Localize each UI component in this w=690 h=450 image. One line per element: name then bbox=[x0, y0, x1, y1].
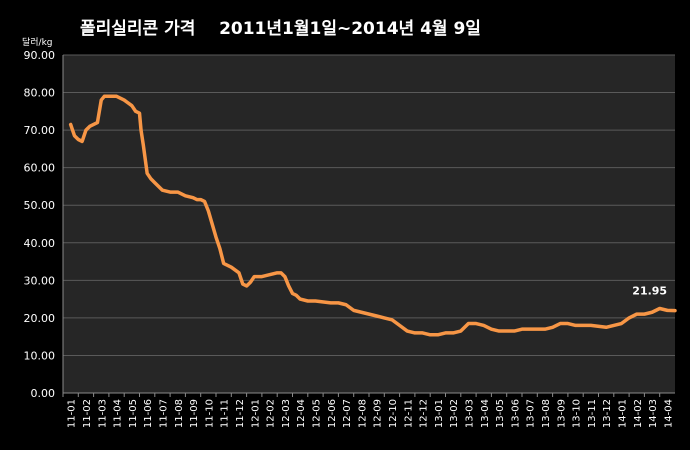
x-tick-label: 13-08 bbox=[541, 399, 552, 428]
x-tick-label: 14-01 bbox=[617, 399, 628, 428]
x-tick-label: 12-01 bbox=[250, 399, 261, 428]
x-tick-label: 11-05 bbox=[128, 399, 139, 428]
x-tick-label: 13-09 bbox=[556, 399, 567, 428]
x-tick-label: 12-10 bbox=[388, 399, 399, 428]
x-tick-label: 14-03 bbox=[648, 399, 659, 428]
x-tick-label: 12-12 bbox=[419, 399, 430, 428]
x-tick-label: 13-06 bbox=[510, 399, 521, 428]
x-tick-label: 13-02 bbox=[449, 399, 460, 428]
y-tick-label: 90.00 bbox=[24, 49, 56, 62]
plot-area bbox=[63, 55, 675, 393]
x-tick-label: 11-01 bbox=[67, 399, 78, 428]
x-tick-label: 14-04 bbox=[663, 399, 674, 428]
x-tick-label: 13-07 bbox=[526, 399, 537, 428]
x-tick-label: 12-03 bbox=[281, 399, 292, 428]
x-tick-label: 13-04 bbox=[480, 399, 491, 428]
series-line bbox=[68, 94, 677, 337]
x-tick-label: 14-02 bbox=[633, 399, 644, 428]
y-tick-label: 40.00 bbox=[24, 237, 56, 250]
y-tick-label: 10.00 bbox=[24, 349, 56, 362]
x-tick-label: 13-12 bbox=[602, 399, 613, 428]
x-tick-label: 11-10 bbox=[204, 399, 215, 428]
x-tick-label: 11-06 bbox=[143, 399, 154, 428]
x-tick-label: 11-12 bbox=[235, 399, 246, 428]
x-tick-label: 11-09 bbox=[189, 399, 200, 428]
x-tick-label: 11-04 bbox=[113, 399, 124, 428]
y-tick-label: 80.00 bbox=[24, 87, 56, 100]
series-group bbox=[68, 94, 677, 337]
y-tick-label: 60.00 bbox=[24, 162, 56, 175]
x-tick-label: 12-09 bbox=[373, 399, 384, 428]
y-tick-labels: 0.00 10.00 20.00 30.00 40.00 50.00 60.00 70.00 8… bbox=[24, 49, 56, 400]
x-tick-label: 12-08 bbox=[357, 399, 368, 428]
x-tick-label: 12-04 bbox=[296, 399, 307, 428]
x-tick-label: 12-06 bbox=[327, 399, 338, 428]
y-tick-label: 20.00 bbox=[24, 312, 56, 325]
x-tick-label: 12-11 bbox=[403, 399, 414, 428]
x-tick-label: 13-10 bbox=[572, 399, 583, 428]
x-tick-label: 11-02 bbox=[82, 399, 93, 428]
last-value-annotation: 21.95 bbox=[632, 285, 667, 298]
x-tick-label: 11-11 bbox=[220, 399, 231, 428]
x-tick-label: 11-08 bbox=[174, 399, 185, 428]
y-tick-label: 70.00 bbox=[24, 124, 56, 137]
gridlines bbox=[63, 54, 675, 356]
x-tick-label: 12-05 bbox=[311, 399, 322, 428]
x-tick-label: 13-03 bbox=[464, 399, 475, 428]
x-tick-label: 13-05 bbox=[495, 399, 506, 428]
y-axis-unit-label: 달러/kg bbox=[22, 36, 53, 48]
chart-title: 폴리실리콘 가격 2011년1월1일~2014년 4월 9일 bbox=[80, 19, 481, 39]
x-tick-label: 11-07 bbox=[158, 399, 169, 428]
x-tick-label: 13-11 bbox=[587, 399, 598, 428]
x-tick-label: 11-03 bbox=[97, 399, 108, 428]
x-tick-label: 12-07 bbox=[342, 399, 353, 428]
x-tick-labels: 11-01 11-02 11-03 11-04 11-05 11-06 11-07 11-08… bbox=[62, 393, 674, 428]
y-tick-label: 50.00 bbox=[24, 199, 56, 212]
x-tick-label: 12-02 bbox=[266, 399, 277, 428]
y-tick-label: 30.00 bbox=[24, 274, 56, 287]
x-tick-label: 13-01 bbox=[434, 399, 445, 428]
y-tick-label: 0.00 bbox=[31, 387, 56, 400]
